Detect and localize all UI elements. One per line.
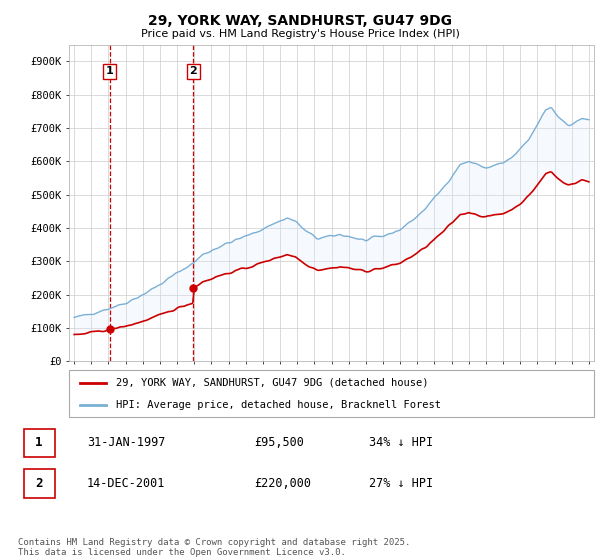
Text: 2: 2: [35, 477, 43, 491]
Text: 27% ↓ HPI: 27% ↓ HPI: [369, 477, 433, 491]
Text: £95,500: £95,500: [254, 436, 304, 450]
Text: 2: 2: [190, 67, 197, 77]
Text: 1: 1: [106, 67, 114, 77]
Text: £220,000: £220,000: [254, 477, 311, 491]
Text: 29, YORK WAY, SANDHURST, GU47 9DG (detached house): 29, YORK WAY, SANDHURST, GU47 9DG (detac…: [116, 378, 429, 388]
Text: 34% ↓ HPI: 34% ↓ HPI: [369, 436, 433, 450]
Text: HPI: Average price, detached house, Bracknell Forest: HPI: Average price, detached house, Brac…: [116, 400, 441, 410]
Text: 1: 1: [35, 436, 43, 450]
Text: 31-JAN-1997: 31-JAN-1997: [87, 436, 165, 450]
Text: Price paid vs. HM Land Registry's House Price Index (HPI): Price paid vs. HM Land Registry's House …: [140, 29, 460, 39]
Text: Contains HM Land Registry data © Crown copyright and database right 2025.
This d: Contains HM Land Registry data © Crown c…: [18, 538, 410, 557]
Bar: [23, 428, 55, 458]
Text: 14-DEC-2001: 14-DEC-2001: [87, 477, 165, 491]
Bar: [23, 469, 55, 498]
Text: 29, YORK WAY, SANDHURST, GU47 9DG: 29, YORK WAY, SANDHURST, GU47 9DG: [148, 14, 452, 28]
